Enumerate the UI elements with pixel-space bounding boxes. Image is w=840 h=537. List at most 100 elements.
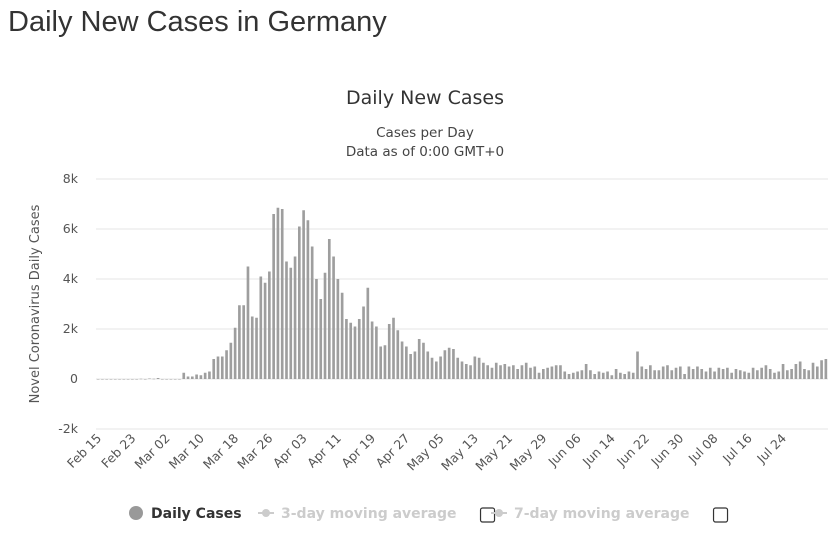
bar[interactable] [225,350,228,379]
bar[interactable] [696,366,699,380]
bar[interactable] [563,371,567,380]
bar[interactable] [452,349,455,379]
bar[interactable] [516,369,519,379]
bar[interactable] [777,371,781,380]
bar[interactable] [820,360,823,379]
bar[interactable] [597,371,601,380]
bar[interactable] [242,305,246,379]
bar[interactable] [439,356,442,380]
bar[interactable] [644,369,648,379]
bar[interactable] [173,379,177,380]
bar[interactable] [751,367,755,379]
bar[interactable] [503,364,507,379]
bar[interactable] [627,371,631,380]
bar[interactable] [580,370,584,379]
bar[interactable] [379,346,382,380]
bar[interactable] [584,364,588,379]
bar[interactable] [738,370,742,379]
bar[interactable] [790,369,793,379]
bar[interactable] [743,371,746,380]
bar[interactable] [353,326,357,380]
bar[interactable] [143,379,147,380]
bar[interactable] [529,367,532,379]
legend-item-daily-cases[interactable]: Daily Cases [129,506,242,522]
bar[interactable] [807,370,811,379]
bar[interactable] [764,365,768,379]
bar[interactable] [250,316,254,380]
bar[interactable] [306,220,310,379]
bar[interactable] [674,367,678,379]
bar[interactable] [768,369,772,379]
bar[interactable] [315,279,318,379]
bar[interactable] [161,379,164,380]
bar[interactable] [345,319,348,379]
bar[interactable] [524,362,528,379]
bar[interactable] [362,306,365,380]
bar[interactable] [691,369,695,379]
bar[interactable] [148,378,151,380]
bar[interactable] [520,365,524,379]
bar[interactable] [203,372,207,379]
bar[interactable] [139,378,143,380]
bar[interactable] [417,339,421,379]
bar[interactable] [212,359,216,379]
bar[interactable] [636,351,639,380]
bar[interactable] [815,366,819,380]
bar[interactable] [319,299,323,379]
bar[interactable] [704,371,708,380]
bar[interactable] [623,374,626,379]
bar[interactable] [490,367,494,379]
bar[interactable] [614,369,618,379]
bar[interactable] [803,369,806,379]
bar[interactable] [499,365,502,379]
bar[interactable] [113,379,117,380]
legend-item-3-day-moving-average[interactable]: 3-day moving average [258,506,496,523]
bar[interactable] [606,371,609,380]
bar[interactable] [730,372,734,379]
bar[interactable] [186,376,190,380]
bar[interactable] [559,365,562,379]
bar[interactable] [131,379,134,380]
bar[interactable] [199,375,203,379]
bar[interactable] [713,371,716,380]
bar[interactable] [507,366,511,380]
bar[interactable] [413,351,417,380]
bar[interactable] [747,372,751,379]
bar[interactable] [370,321,374,380]
bar[interactable] [653,370,656,379]
legend-checkbox[interactable] [712,507,729,523]
bar[interactable] [375,326,378,380]
bar[interactable] [721,369,725,379]
bar[interactable] [216,356,220,380]
bar[interactable] [135,379,138,380]
bar[interactable] [550,366,554,380]
bar[interactable] [366,287,370,379]
bar[interactable] [567,374,571,379]
bar[interactable] [456,357,460,379]
bar[interactable] [310,246,314,380]
bar[interactable] [631,372,635,379]
bar[interactable] [494,362,498,379]
bar[interactable] [649,365,652,379]
bar[interactable] [447,347,451,379]
bar[interactable] [678,366,682,380]
bar[interactable] [443,350,447,379]
bar[interactable] [336,279,340,379]
bar[interactable] [220,356,224,380]
bar[interactable] [182,372,186,379]
bar[interactable] [708,367,712,379]
bar[interactable] [323,272,327,379]
bar[interactable] [554,365,558,379]
bar[interactable] [387,324,391,379]
bar[interactable] [486,365,490,379]
bar[interactable] [229,342,233,379]
bar[interactable] [683,374,686,379]
bar[interactable] [670,370,674,379]
bar[interactable] [118,379,121,380]
bar[interactable] [537,372,541,379]
bar[interactable] [233,327,237,379]
bar[interactable] [434,361,438,380]
bar[interactable] [105,379,109,380]
bar[interactable] [619,372,622,379]
bar[interactable] [400,341,404,380]
